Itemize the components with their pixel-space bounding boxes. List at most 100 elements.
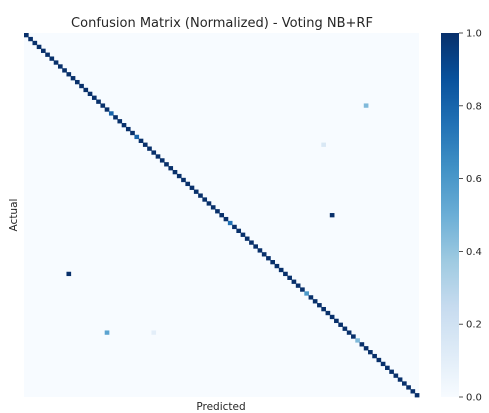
heatmap-cell-diagonal	[96, 99, 101, 104]
heatmap-cell-diagonal	[410, 389, 416, 394]
heatmap-cell-diagonal	[223, 216, 229, 222]
heatmap-cell-diagonal	[385, 365, 390, 370]
heatmap-cell-diagonal	[206, 201, 212, 206]
heatmap-cell-diagonal	[198, 193, 203, 198]
heatmap-cell-diagonal	[138, 138, 144, 143]
heatmap-cell-diagonal	[240, 232, 246, 237]
heatmap-cell-diagonal	[300, 287, 305, 292]
heatmap-cell-diagonal	[28, 36, 33, 42]
heatmap-cell-diagonal	[406, 385, 411, 390]
heatmap-cell-diagonal	[130, 130, 135, 136]
heatmap-cell-diagonal	[283, 271, 288, 277]
heatmap-cell-diagonal	[74, 79, 80, 85]
heatmap-cell-diagonal	[164, 162, 169, 167]
heatmap-cell-diagonal	[257, 248, 263, 253]
heatmap-cell-diagonal	[45, 52, 50, 57]
heatmap-cell-diagonal	[329, 314, 335, 320]
heatmap-cell-diagonal	[24, 33, 29, 38]
heatmap-cell	[321, 142, 326, 147]
heatmap-cell-diagonal	[83, 87, 89, 93]
heatmap-cell-diagonal	[49, 56, 55, 61]
heatmap-cell-diagonal	[104, 107, 110, 112]
heatmap-cell-diagonal	[393, 373, 399, 378]
colorbar-tick-label: 0.2	[466, 320, 482, 331]
heatmap-cell-diagonal	[40, 48, 46, 53]
heatmap-cell-diagonal	[87, 91, 93, 97]
heatmap-cell-diagonal	[355, 338, 360, 343]
heatmap-cell-diagonal	[236, 228, 242, 234]
heatmap-cell-diagonal	[351, 334, 356, 339]
heatmap-cell-diagonal	[338, 322, 343, 327]
heatmap-cells	[24, 33, 420, 398]
chart-title: Confusion Matrix (Normalized) - Voting N…	[71, 16, 373, 31]
heatmap-cell-diagonal	[147, 146, 152, 151]
heatmap-cell-diagonal	[66, 72, 72, 77]
heatmap-cell-diagonal	[266, 256, 271, 261]
heatmap-cell-diagonal	[70, 76, 76, 81]
heatmap-cell-diagonal	[317, 303, 322, 308]
heatmap-cell-diagonal	[244, 236, 250, 241]
heatmap-cell-diagonal	[372, 353, 377, 359]
heatmap-cell-diagonal	[295, 283, 301, 288]
heatmap-cell-diagonal	[376, 357, 382, 363]
heatmap-cell-diagonal	[113, 115, 118, 120]
heatmap-cell-diagonal	[91, 95, 97, 100]
heatmap-cell-diagonal	[312, 299, 318, 304]
heatmap-cell-diagonal	[359, 342, 365, 347]
heatmap-cell-diagonal	[304, 291, 309, 296]
colorbar-ticks: 0.0 0.2 0.4 0.6 0.8 1.0	[459, 29, 482, 404]
heatmap-cell-diagonal	[227, 220, 233, 226]
heatmap-cell-diagonal	[368, 350, 373, 355]
heatmap-cell-diagonal	[210, 205, 216, 210]
colorbar-tick-label: 1.0	[466, 29, 482, 40]
heatmap-cell-diagonal	[249, 240, 254, 245]
heatmap-cell-diagonal	[57, 64, 63, 69]
heatmap-cell	[104, 330, 110, 335]
heatmap-cell-diagonal	[219, 213, 225, 218]
heatmap-cell-diagonal	[270, 260, 275, 265]
heatmap-cell-diagonal	[185, 181, 191, 187]
heatmap-cell-diagonal	[334, 318, 339, 324]
heatmap-cell	[66, 271, 72, 277]
colorbar-tick-label: 0.6	[466, 174, 482, 185]
heatmap-cell-diagonal	[346, 330, 352, 335]
heatmap-cell-diagonal	[380, 361, 386, 367]
heatmap-cell-diagonal	[155, 154, 161, 159]
colorbar	[441, 33, 459, 397]
heatmap-cell-diagonal	[117, 119, 123, 124]
heatmap-cell-diagonal	[62, 68, 67, 73]
heatmap-cell-diagonal	[193, 189, 199, 194]
heatmap-cell-diagonal	[134, 134, 140, 140]
heatmap-cell-diagonal	[414, 393, 420, 398]
heatmap-cell-diagonal	[189, 185, 195, 190]
heatmap-cell-diagonal	[100, 103, 106, 108]
heatmap-cell	[151, 330, 157, 335]
heatmap-cell-diagonal	[202, 197, 208, 202]
heatmap-cell-diagonal	[125, 126, 131, 132]
colorbar-tick-label: 0.8	[466, 101, 482, 112]
heatmap-cell-diagonal	[32, 40, 38, 46]
heatmap-cell-diagonal	[108, 111, 114, 116]
heatmap-cell-diagonal	[287, 275, 292, 280]
heatmap-cell-diagonal	[325, 310, 331, 316]
x-axis-label: Predicted	[196, 401, 245, 413]
heatmap-cell-diagonal	[274, 263, 280, 269]
heatmap-cell-diagonal	[291, 279, 297, 284]
heatmap-cell-diagonal	[321, 306, 326, 312]
heatmap-cell-diagonal	[253, 244, 258, 249]
colorbar-tick-label: 0.0	[466, 393, 482, 404]
heatmap-cell-diagonal	[151, 150, 157, 155]
heatmap-cell-diagonal	[402, 381, 407, 386]
heatmap-cell-diagonal	[278, 267, 284, 273]
heatmap-cell-diagonal	[176, 173, 182, 179]
heatmap-cell-diagonal	[181, 177, 186, 183]
heatmap-cell-diagonal	[397, 377, 403, 382]
heatmap-cell-diagonal	[308, 295, 314, 300]
heatmap-cell-diagonal	[168, 166, 174, 171]
heatmap-cell-diagonal	[342, 326, 348, 331]
heatmap-cell-diagonal	[389, 369, 394, 374]
heatmap-cell-diagonal	[215, 209, 220, 214]
heatmap-cell	[329, 213, 335, 218]
y-axis-label: Actual	[8, 199, 20, 232]
